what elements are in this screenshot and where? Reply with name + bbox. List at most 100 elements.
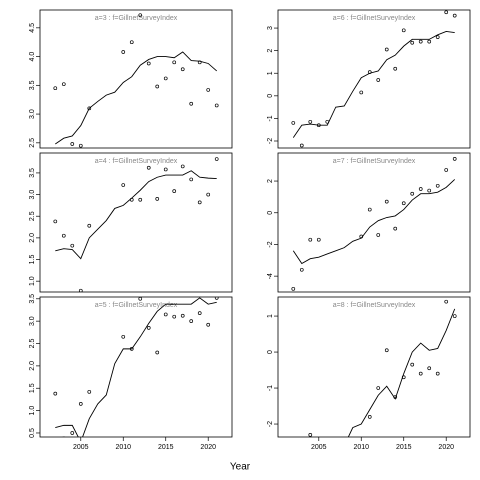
observed-point: [155, 350, 160, 355]
observed-point: [138, 13, 143, 18]
observed-point: [367, 414, 372, 419]
observed-point: [129, 40, 134, 45]
observed-point: [206, 88, 211, 92]
observed-point: [163, 312, 168, 317]
observed-point: [452, 13, 457, 18]
observed-point: [410, 40, 415, 45]
observed-point: [78, 402, 83, 406]
observed-point: [291, 121, 296, 125]
observed-point: [189, 319, 194, 324]
observed-point: [70, 142, 75, 146]
observed-point: [393, 226, 398, 231]
observed-point: [299, 267, 304, 272]
y-tick-label: 2: [267, 49, 274, 53]
fitted-line: [55, 297, 217, 437]
x-tick-label: 2005: [73, 444, 89, 451]
x-tick-label: 2020: [200, 444, 216, 451]
y-tick-label: 3: [267, 26, 274, 30]
observed-point: [189, 101, 194, 106]
panel-frame: [277, 296, 471, 438]
observed-point: [53, 86, 58, 91]
observed-point: [87, 389, 92, 394]
observed-point: [214, 103, 219, 108]
x-tick-label: 2015: [396, 444, 412, 451]
observed-point: [197, 311, 202, 315]
observed-point: [197, 60, 202, 65]
panel-strip: a=7 : f=GillnetSurveyIndex: [333, 158, 416, 165]
observed-point: [410, 191, 415, 196]
fitted-line: [292, 30, 455, 138]
y-tick-label: 0: [267, 94, 274, 98]
x-tick-label: 2010: [353, 444, 369, 451]
y-tick-label: 0: [267, 211, 274, 215]
panel-frame: [39, 152, 233, 293]
panel-strip: a=5 : f=GillnetSurveyIndex: [95, 302, 178, 309]
y-tick-label: 0: [267, 350, 274, 354]
observed-point: [359, 234, 364, 239]
y-tick-label: 4.0: [29, 52, 36, 62]
observed-point: [444, 10, 449, 15]
y-tick-label: 2.5: [29, 211, 36, 221]
observed-point: [172, 189, 177, 193]
y-tick-label: 3.5: [29, 80, 36, 90]
observed-point: [78, 143, 83, 148]
y-tick-label: 2.0: [29, 233, 36, 243]
observed-point: [129, 347, 134, 351]
observed-point: [180, 67, 185, 72]
panel-strip: a=4 : f=GillnetSurveyIndex: [95, 158, 178, 165]
observed-point: [376, 386, 381, 390]
observed-point: [61, 82, 66, 87]
y-tick-label: -2: [267, 241, 274, 247]
observed-point: [367, 70, 372, 74]
observed-point: [444, 299, 449, 304]
fitted-line: [347, 308, 456, 437]
plot-area: [53, 297, 219, 437]
x-axis-label: Year: [230, 462, 251, 473]
observed-point: [62, 436, 66, 437]
observed-point: [70, 431, 75, 435]
observed-point: [316, 237, 321, 242]
y-tick-label: 1.5: [29, 383, 36, 393]
panel-strip: a=8 : f=GillnetSurveyIndex: [333, 302, 416, 309]
observed-point: [163, 76, 168, 81]
observed-point: [206, 322, 211, 327]
observed-point: [61, 233, 66, 238]
observed-point: [172, 314, 177, 319]
x-tick-label: 2010: [115, 444, 131, 451]
observed-point: [418, 39, 423, 44]
fitted-line: [55, 170, 217, 260]
observed-point: [70, 243, 75, 248]
observed-point: [427, 39, 432, 44]
observed-point: [146, 61, 151, 66]
y-tick-label: 3.0: [29, 316, 36, 326]
y-tick-label: 1.5: [29, 255, 36, 265]
panel-frame: [39, 9, 233, 149]
observed-point: [121, 334, 126, 339]
observed-point: [427, 366, 432, 371]
y-tick-label: 3.0: [29, 109, 36, 119]
y-tick-label: 0.5: [29, 428, 36, 438]
observed-point: [121, 50, 126, 54]
y-tick-label: 2.0: [29, 361, 36, 371]
panel-frame: [277, 152, 471, 293]
observed-point: [435, 371, 440, 376]
observed-point: [146, 326, 151, 330]
observed-point: [87, 106, 92, 111]
observed-point: [87, 223, 92, 228]
plot-area: [308, 299, 457, 437]
observed-point: [180, 164, 185, 169]
y-tick-label: 2.5: [29, 339, 36, 349]
observed-point: [435, 183, 440, 188]
observed-point: [427, 188, 432, 193]
observed-point: [384, 47, 389, 52]
observed-point: [393, 66, 398, 71]
y-tick-label: -4: [267, 273, 274, 279]
panel-frame: [277, 9, 471, 149]
observed-point: [359, 90, 364, 95]
observed-point: [418, 371, 423, 376]
observed-point: [78, 288, 83, 292]
plot-area: [291, 10, 457, 148]
observed-point: [146, 165, 151, 170]
y-tick-label: 3.5: [29, 168, 36, 178]
y-tick-label: -1: [267, 385, 274, 391]
